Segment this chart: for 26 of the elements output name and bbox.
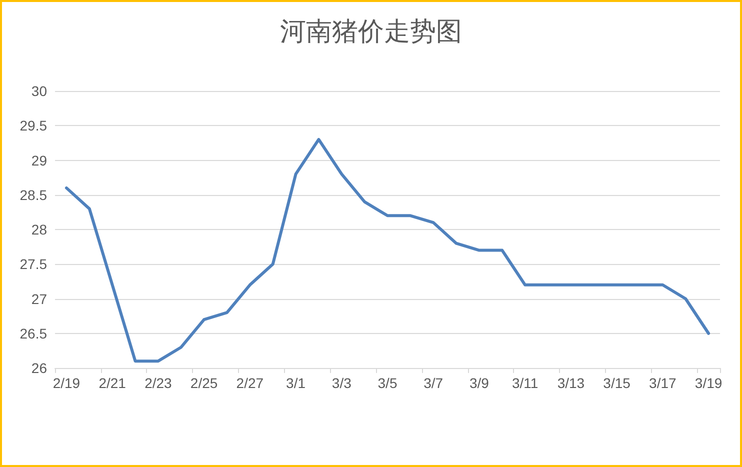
x-tick-label: 3/19 <box>694 375 722 391</box>
x-tick-label: 3/17 <box>649 375 677 391</box>
x-tick-label: 3/7 <box>424 375 444 391</box>
x-tick-label: 2/21 <box>98 375 126 391</box>
y-tick-label: 28 <box>31 222 48 238</box>
x-tick-label: 3/11 <box>512 375 538 391</box>
x-tick-label: 2/19 <box>52 375 80 391</box>
x-tick-label: 2/25 <box>190 375 218 391</box>
y-tick-label: 27 <box>31 290 48 307</box>
y-tick-label: 28.5 <box>20 186 48 203</box>
x-tick-label: 3/5 <box>378 375 398 391</box>
x-tick-label: 2/27 <box>236 375 264 391</box>
y-tick-label: 27.5 <box>20 256 48 272</box>
x-tick-label: 3/15 <box>603 375 631 391</box>
y-tick-label: 29 <box>31 152 48 168</box>
y-tick-label: 29.5 <box>20 118 48 134</box>
y-tick-label: 26.5 <box>20 325 48 342</box>
x-tick-label: 3/9 <box>469 375 490 391</box>
x-tick-label: 3/13 <box>557 375 585 391</box>
line-series <box>64 138 710 363</box>
y-tick-label: 30 <box>31 83 48 99</box>
x-tick-label: 3/1 <box>286 375 306 391</box>
chart-title: 河南猪价走势图 <box>280 17 462 47</box>
y-tick-label: 26 <box>31 360 48 376</box>
x-tick-label: 2/23 <box>144 375 172 391</box>
x-tick-label: 3/3 <box>332 375 352 391</box>
